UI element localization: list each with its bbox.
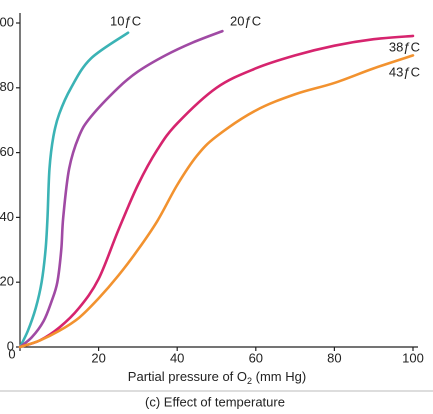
x-tick-label: 0 [8, 346, 15, 361]
curve [18, 34, 415, 349]
caption: (c) Effect of temperature [145, 394, 285, 409]
y-tick-label: 20 [0, 274, 14, 289]
curve [18, 31, 130, 349]
x-axis-label: Partial pressure of O2 (mm Hg) [128, 369, 306, 386]
series-label: 20ƒC [230, 13, 261, 28]
y-tick-label: 0 [7, 338, 14, 353]
curve [18, 54, 415, 349]
y-tick-label: 100 [0, 14, 14, 29]
x-tick-label: 40 [170, 350, 184, 365]
curve [18, 29, 224, 349]
y-tick-label: 80 [0, 79, 14, 94]
series-label: 43ƒC [389, 64, 420, 79]
x-tick-label: 60 [249, 350, 263, 365]
x-tick-label: 20 [91, 350, 105, 365]
x-label-text: Partial pressure of O [128, 369, 247, 384]
y-tick-label: 60 [0, 144, 14, 159]
series-label: 10ƒC [110, 13, 141, 28]
x-label-sub: 2 [247, 376, 252, 386]
y-tick-label: 40 [0, 209, 14, 224]
x-label-suffix: (mm Hg) [252, 369, 306, 384]
x-tick-label: 80 [327, 350, 341, 365]
series-label: 38ƒC [389, 39, 420, 54]
x-tick-label: 100 [402, 350, 424, 365]
